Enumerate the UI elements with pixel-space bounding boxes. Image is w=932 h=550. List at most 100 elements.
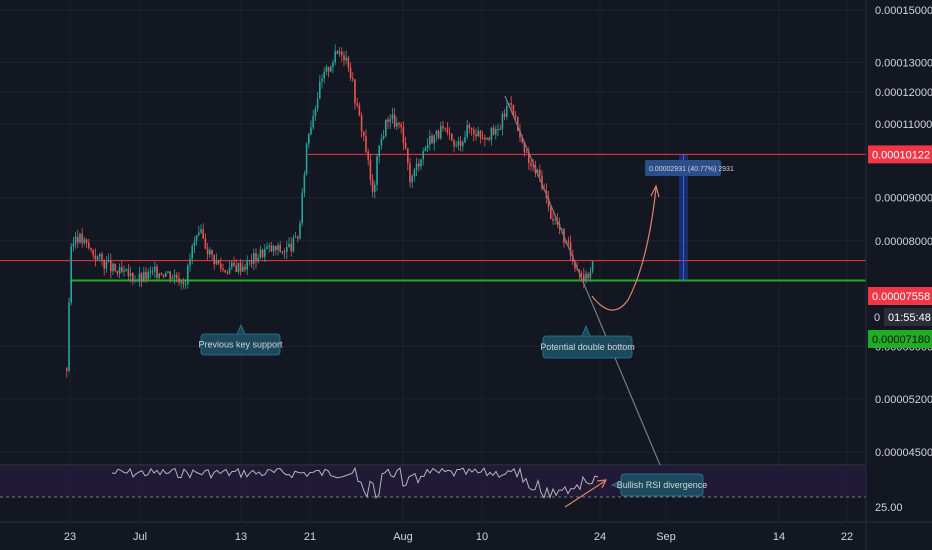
candle-body xyxy=(369,160,372,180)
candle-body xyxy=(88,242,90,248)
candle-body xyxy=(323,71,325,79)
time-tick-label: Jul xyxy=(133,531,147,543)
rsi-divergence-callout-pointer xyxy=(611,480,622,490)
candle-body xyxy=(138,273,141,280)
candle-body xyxy=(343,55,345,61)
candle-body xyxy=(585,273,587,282)
candle-body xyxy=(268,245,270,248)
candle-body xyxy=(422,151,424,160)
candle-body xyxy=(387,119,389,122)
candle-body xyxy=(239,262,242,272)
candle-body xyxy=(237,262,240,272)
time-tick-label: Aug xyxy=(393,531,413,543)
candle-body xyxy=(182,281,185,285)
candle-body xyxy=(477,130,479,137)
candle-body xyxy=(530,163,532,166)
candle-body xyxy=(426,144,429,149)
candle-body xyxy=(184,284,187,286)
candle-body xyxy=(561,228,563,230)
candle-body xyxy=(391,114,394,119)
price-tick-label: 0.00008000 xyxy=(875,236,932,248)
candle-body xyxy=(411,176,413,183)
candle-body xyxy=(404,142,407,149)
candle-body xyxy=(464,136,466,143)
candle-body xyxy=(514,115,517,118)
price-axis[interactable]: 0.00015000 0.00013000 0.00012000 0.00011000… xyxy=(865,0,932,550)
candle-body xyxy=(583,274,585,282)
candle-body xyxy=(198,232,200,235)
price-tick-label: 0.00009000 xyxy=(875,193,932,205)
rsi-divergence-callout-label: Bullish RSI divergence xyxy=(617,480,708,490)
candle-body xyxy=(567,240,570,243)
candle-body xyxy=(286,247,288,253)
candle-body xyxy=(479,130,482,138)
candle-body xyxy=(457,141,460,146)
candle-body xyxy=(132,273,134,281)
candle-body xyxy=(209,249,211,255)
candle-body xyxy=(402,127,405,143)
candle-body xyxy=(114,263,116,271)
candle-body xyxy=(490,127,493,140)
candle-body xyxy=(462,142,464,147)
double-bottom-callout-pointer xyxy=(581,324,591,337)
candle-body xyxy=(512,104,515,116)
candle-body xyxy=(413,169,416,177)
candle-body xyxy=(569,242,572,256)
candle-body xyxy=(341,51,343,56)
candle-body xyxy=(552,219,554,221)
candle-body xyxy=(81,233,83,244)
candle-body xyxy=(424,148,427,152)
candle-body xyxy=(187,265,189,285)
candle-body xyxy=(385,119,387,137)
candle-body xyxy=(547,198,550,207)
price-tick-label: 0.00012000 xyxy=(875,87,932,99)
candle-body xyxy=(409,163,411,183)
candle-body xyxy=(481,137,484,139)
candle-body xyxy=(72,243,75,247)
candle-body xyxy=(415,163,418,170)
candle-body xyxy=(525,152,528,154)
candle-body xyxy=(165,273,167,277)
candle-body xyxy=(358,105,361,116)
candle-body xyxy=(303,174,306,193)
candle-body xyxy=(83,239,86,244)
projection-curve xyxy=(591,187,657,311)
candle-body xyxy=(101,254,103,260)
candle-body xyxy=(112,263,114,272)
candle-body xyxy=(396,122,398,127)
rsi-divergence-line xyxy=(564,480,606,508)
candle-body xyxy=(204,238,207,249)
double-bottom-callout-label: Potential double bottom xyxy=(540,342,635,352)
candle-body xyxy=(363,131,365,137)
time-tick-label: 10 xyxy=(476,531,488,543)
candle-body xyxy=(103,259,105,269)
candle-body xyxy=(521,137,523,142)
candle-body xyxy=(264,248,266,257)
candle-body xyxy=(536,169,539,174)
candle-body xyxy=(215,260,218,265)
time-tick-label: 14 xyxy=(773,531,785,543)
time-tick-label: 22 xyxy=(841,531,853,543)
time-tick-label: 21 xyxy=(304,531,316,543)
candle-body xyxy=(253,253,255,264)
candle-body xyxy=(453,140,455,147)
candle-body xyxy=(248,260,251,262)
candle-body xyxy=(259,249,262,258)
candle-body xyxy=(173,274,176,278)
candle-body xyxy=(541,175,543,189)
candle-body xyxy=(147,272,149,280)
candle-body xyxy=(440,126,442,139)
time-axis[interactable]: 23 Jul 13 21 Aug 10 24 Sep 14 22 xyxy=(0,521,932,543)
candle-body xyxy=(178,278,180,283)
candle-body xyxy=(224,270,226,273)
candle-body xyxy=(580,273,583,275)
candle-body xyxy=(451,133,453,141)
candle-body xyxy=(134,280,136,282)
candle-body xyxy=(176,274,178,279)
candle-body xyxy=(206,248,209,255)
candle-body xyxy=(497,129,499,131)
candle-body xyxy=(523,141,526,153)
candle-body xyxy=(371,179,374,192)
candle-body xyxy=(272,246,275,252)
